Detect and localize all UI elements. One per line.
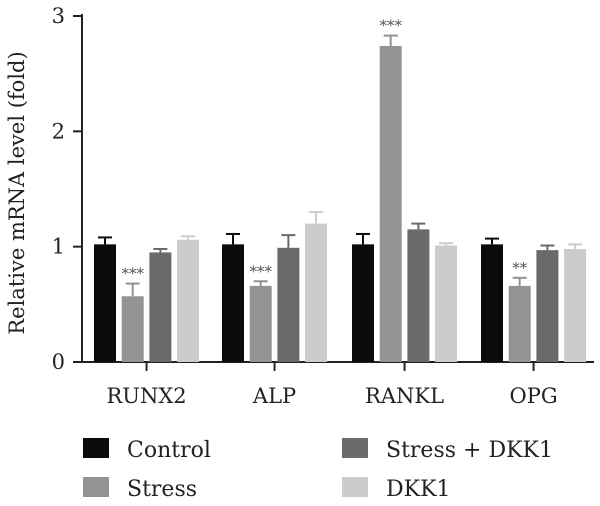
y-tick-label: 2 — [52, 119, 65, 143]
legend-swatch-stress-dkk1 — [342, 438, 368, 458]
significance-marker: *** — [121, 265, 144, 283]
bar-stress-dkk1-rankl — [407, 229, 430, 362]
bar-dkk1-rankl — [435, 245, 458, 362]
bar-dkk1-opg — [564, 248, 587, 362]
legend-swatch-control — [83, 438, 109, 458]
legend-swatch-dkk1 — [342, 477, 368, 497]
x-tick-label: ALP — [252, 384, 296, 408]
y-tick-label: 0 — [52, 350, 65, 374]
bar-stress-rankl — [379, 45, 402, 363]
y-tick-label: 1 — [52, 235, 65, 259]
axis-labels: Relative mRNA level (fold) RUNX2 ALP RANKL O… — [5, 51, 558, 408]
bar-groups: *** ******** — [94, 17, 587, 363]
y-tick-label: 3 — [52, 4, 65, 28]
x-tick-label: RUNX2 — [106, 384, 186, 408]
bar-stress-dkk1-alp — [277, 247, 300, 362]
legend-label: Control — [127, 438, 211, 463]
x-tick-label: RANKL — [365, 384, 444, 408]
legend-label: DKK1 — [386, 477, 451, 502]
bar-stress-opg — [508, 285, 531, 362]
significance-marker: *** — [249, 262, 272, 280]
bar-stress-dkk1-opg — [536, 250, 559, 362]
bar-dkk1-alp — [305, 223, 328, 362]
bar-stress-alp — [249, 285, 272, 362]
bar-dkk1-runx2 — [177, 239, 200, 362]
y-axis-label: Relative mRNA level (fold) — [5, 51, 29, 334]
bar-stress-runx2 — [121, 296, 144, 362]
bar-control-opg — [481, 244, 503, 362]
bar-control-runx2 — [94, 244, 116, 362]
bar-control-rankl — [352, 244, 374, 362]
significance-marker: *** — [379, 17, 402, 35]
legend-label: Stress + DKK1 — [386, 438, 553, 463]
bar-stress-dkk1-runx2 — [149, 252, 172, 362]
x-tick-label: OPG — [509, 384, 557, 408]
legend-label: Stress — [127, 477, 197, 502]
significance-marker: ** — [512, 259, 528, 277]
legend-swatch-stress — [83, 477, 109, 497]
legend: Control Stress Stress + DKK1 DKK1 — [83, 438, 553, 502]
bar-control-alp — [222, 244, 244, 362]
